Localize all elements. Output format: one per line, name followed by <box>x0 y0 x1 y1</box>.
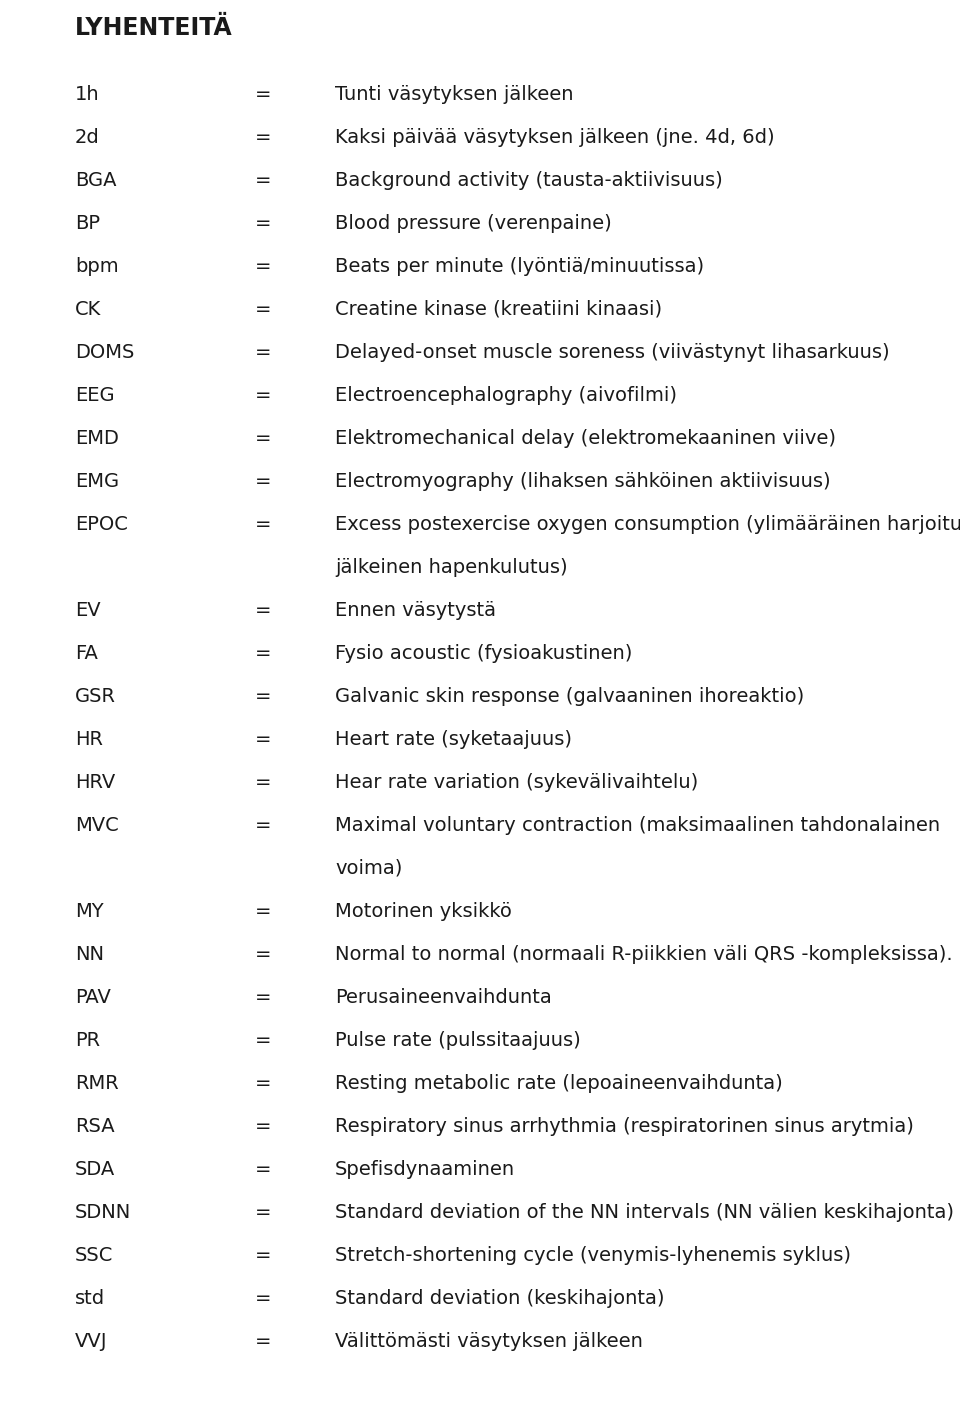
Text: BGA: BGA <box>75 171 116 190</box>
Text: HRV: HRV <box>75 772 115 792</box>
Text: Elektromechanical delay (elektromekaaninen viive): Elektromechanical delay (elektromekaanin… <box>335 429 836 447</box>
Text: =: = <box>255 772 272 792</box>
Text: =: = <box>255 128 272 147</box>
Text: Pulse rate (pulssitaajuus): Pulse rate (pulssitaajuus) <box>335 1032 581 1050</box>
Text: GSR: GSR <box>75 687 116 705</box>
Text: Resting metabolic rate (lepoaineenvaihdunta): Resting metabolic rate (lepoaineenvaihdu… <box>335 1074 782 1093</box>
Text: MY: MY <box>75 902 104 921</box>
Text: =: = <box>255 256 272 276</box>
Text: =: = <box>255 472 272 492</box>
Text: RMR: RMR <box>75 1074 119 1093</box>
Text: =: = <box>255 601 272 620</box>
Text: =: = <box>255 902 272 921</box>
Text: Ennen väsytystä: Ennen väsytystä <box>335 601 496 620</box>
Text: Maximal voluntary contraction (maksimaalinen tahdonalainen: Maximal voluntary contraction (maksimaal… <box>335 817 940 835</box>
Text: Creatine kinase (kreatiini kinaasi): Creatine kinase (kreatiini kinaasi) <box>335 301 662 319</box>
Text: Normal to normal (normaali R-piikkien väli QRS -kompleksissa).: Normal to normal (normaali R-piikkien vä… <box>335 945 952 963</box>
Text: =: = <box>255 343 272 362</box>
Text: SSC: SSC <box>75 1245 113 1265</box>
Text: NN: NN <box>75 945 104 963</box>
Text: EPOC: EPOC <box>75 514 128 534</box>
Text: =: = <box>255 644 272 663</box>
Text: =: = <box>255 1290 272 1308</box>
Text: std: std <box>75 1290 106 1308</box>
Text: 2d: 2d <box>75 128 100 147</box>
Text: EMD: EMD <box>75 429 119 447</box>
Text: Standard deviation of the NN intervals (NN välien keskihajonta): Standard deviation of the NN intervals (… <box>335 1203 954 1223</box>
Text: bpm: bpm <box>75 256 119 276</box>
Text: BP: BP <box>75 214 100 234</box>
Text: Motorinen yksikkö: Motorinen yksikkö <box>335 902 512 921</box>
Text: =: = <box>255 988 272 1007</box>
Text: Galvanic skin response (galvaaninen ihoreaktio): Galvanic skin response (galvaaninen ihor… <box>335 687 804 705</box>
Text: VVJ: VVJ <box>75 1332 108 1351</box>
Text: =: = <box>255 1203 272 1223</box>
Text: PR: PR <box>75 1032 100 1050</box>
Text: RSA: RSA <box>75 1117 114 1136</box>
Text: =: = <box>255 86 272 104</box>
Text: LYHENTEITÄ: LYHENTEITÄ <box>75 16 232 40</box>
Text: =: = <box>255 386 272 405</box>
Text: =: = <box>255 1117 272 1136</box>
Text: =: = <box>255 1074 272 1093</box>
Text: =: = <box>255 687 272 705</box>
Text: Excess postexercise oxygen consumption (ylimääräinen harjoituksen: Excess postexercise oxygen consumption (… <box>335 514 960 534</box>
Text: Fysio acoustic (fysioakustinen): Fysio acoustic (fysioakustinen) <box>335 644 633 663</box>
Text: Välittömästi väsytyksen jälkeen: Välittömästi väsytyksen jälkeen <box>335 1332 643 1351</box>
Text: SDNN: SDNN <box>75 1203 132 1223</box>
Text: Tunti väsytyksen jälkeen: Tunti väsytyksen jälkeen <box>335 86 573 104</box>
Text: Beats per minute (lyöntiä/minuutissa): Beats per minute (lyöntiä/minuutissa) <box>335 256 704 276</box>
Text: =: = <box>255 1160 272 1178</box>
Text: FA: FA <box>75 644 98 663</box>
Text: DOMS: DOMS <box>75 343 134 362</box>
Text: =: = <box>255 171 272 190</box>
Text: Hear rate variation (sykevälivaihtelu): Hear rate variation (sykevälivaihtelu) <box>335 772 698 792</box>
Text: Spefisdynaaminen: Spefisdynaaminen <box>335 1160 516 1178</box>
Text: SDA: SDA <box>75 1160 115 1178</box>
Text: =: = <box>255 1332 272 1351</box>
Text: Respiratory sinus arrhythmia (respiratorinen sinus arytmia): Respiratory sinus arrhythmia (respirator… <box>335 1117 914 1136</box>
Text: Electroencephalography (aivofilmi): Electroencephalography (aivofilmi) <box>335 386 677 405</box>
Text: 1h: 1h <box>75 86 100 104</box>
Text: Electromyography (lihaksen sähköinen aktiivisuus): Electromyography (lihaksen sähköinen akt… <box>335 472 830 492</box>
Text: HR: HR <box>75 730 103 750</box>
Text: Background activity (tausta-aktiivisuus): Background activity (tausta-aktiivisuus) <box>335 171 723 190</box>
Text: =: = <box>255 817 272 835</box>
Text: =: = <box>255 1245 272 1265</box>
Text: EV: EV <box>75 601 101 620</box>
Text: MVC: MVC <box>75 817 119 835</box>
Text: Heart rate (syketaajuus): Heart rate (syketaajuus) <box>335 730 572 750</box>
Text: Perusaineenvaihdunta: Perusaineenvaihdunta <box>335 988 552 1007</box>
Text: voima): voima) <box>335 859 402 878</box>
Text: CK: CK <box>75 301 101 319</box>
Text: =: = <box>255 514 272 534</box>
Text: PAV: PAV <box>75 988 110 1007</box>
Text: EMG: EMG <box>75 472 119 492</box>
Text: Blood pressure (verenpaine): Blood pressure (verenpaine) <box>335 214 612 234</box>
Text: Delayed-onset muscle soreness (viivästynyt lihasarkuus): Delayed-onset muscle soreness (viivästyn… <box>335 343 890 362</box>
Text: =: = <box>255 730 272 750</box>
Text: =: = <box>255 214 272 234</box>
Text: Kaksi päivää väsytyksen jälkeen (jne. 4d, 6d): Kaksi päivää väsytyksen jälkeen (jne. 4d… <box>335 128 775 147</box>
Text: Stretch-shortening cycle (venymis-lyhenemis syklus): Stretch-shortening cycle (venymis-lyhene… <box>335 1245 851 1265</box>
Text: jälkeinen hapenkulutus): jälkeinen hapenkulutus) <box>335 559 567 577</box>
Text: =: = <box>255 429 272 447</box>
Text: =: = <box>255 1032 272 1050</box>
Text: Standard deviation (keskihajonta): Standard deviation (keskihajonta) <box>335 1290 664 1308</box>
Text: EEG: EEG <box>75 386 114 405</box>
Text: =: = <box>255 945 272 963</box>
Text: =: = <box>255 301 272 319</box>
